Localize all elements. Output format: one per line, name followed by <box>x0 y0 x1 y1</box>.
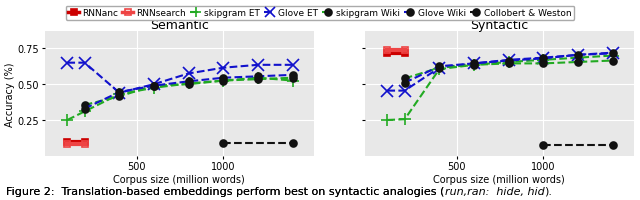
X-axis label: Corpus size (million words): Corpus size (million words) <box>113 174 245 184</box>
Title: Semantic: Semantic <box>150 19 209 32</box>
Legend: RNNanc, RNNsearch, skipgram ET, Glove ET, skipgram Wiki, Glove Wiki, Collobert &: RNNanc, RNNsearch, skipgram ET, Glove ET… <box>66 6 574 21</box>
Text: Figure 2:  Translation-based embeddings perform best on syntactic analogies (: Figure 2: Translation-based embeddings p… <box>6 186 445 196</box>
Text: run,ran:  hide, hid: run,ran: hide, hid <box>445 186 545 196</box>
Y-axis label: Accuracy (%): Accuracy (%) <box>5 62 15 126</box>
Text: ).: ). <box>545 186 552 196</box>
Title: Syntactic: Syntactic <box>470 19 529 32</box>
X-axis label: Corpus size (million words): Corpus size (million words) <box>433 174 565 184</box>
Text: Figure 2:  Translation-based embeddings perform best on syntactic analogies (: Figure 2: Translation-based embeddings p… <box>6 186 445 196</box>
